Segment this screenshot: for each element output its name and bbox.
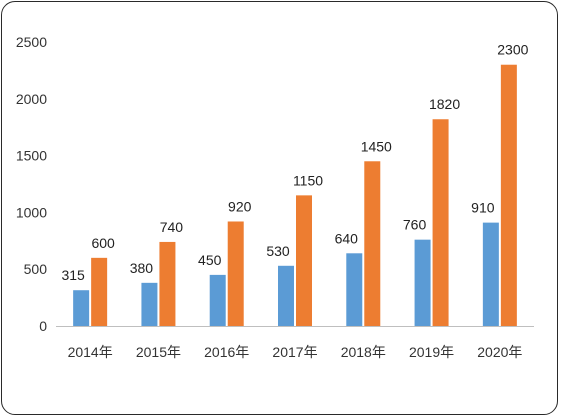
y-tick-label: 2500: [16, 34, 47, 50]
bar-series-2: [296, 195, 312, 326]
x-tick-label: 2018年: [341, 344, 386, 360]
data-label: 910: [471, 200, 495, 216]
bars: [73, 64, 517, 326]
y-tick-label: 0: [39, 318, 47, 334]
bar-series-2: [364, 161, 381, 326]
data-label: 1150: [293, 172, 323, 188]
y-tick-label: 2000: [16, 91, 47, 107]
data-label: 315: [61, 267, 85, 283]
data-label: 760: [403, 217, 427, 233]
x-tick-label: 2014年: [68, 344, 113, 360]
x-tick-label: 2016年: [204, 344, 249, 360]
data-label: 920: [228, 198, 252, 214]
bar-series-1: [73, 290, 90, 326]
data-label: 1820: [429, 96, 460, 112]
x-axis: 2014年 2015年 2016年 2017年 2018年 2019年 2020年: [68, 344, 523, 360]
bar-series-2: [432, 119, 449, 326]
bar-series-1: [141, 282, 158, 326]
bar-series-2: [227, 221, 244, 326]
data-labels: 315 600 380 740 450 920 530 1150 640 1450 760 1820 9…: [61, 42, 528, 283]
y-tick-label: 1000: [16, 204, 47, 220]
y-tick-label: 1500: [16, 148, 47, 164]
x-tick-label: 2017年: [272, 344, 317, 360]
data-label: 740: [160, 219, 184, 235]
data-label: 450: [198, 252, 222, 268]
data-label: 1450: [361, 138, 392, 154]
x-tick-label: 2020年: [477, 344, 522, 360]
data-label: 380: [130, 260, 154, 276]
bar-series-2: [91, 257, 108, 326]
y-tick-label: 500: [24, 261, 48, 277]
data-label: 600: [91, 235, 115, 251]
bar-series-1: [414, 239, 431, 326]
x-tick-label: 2019年: [409, 344, 454, 360]
data-label: 2300: [497, 42, 528, 58]
data-label: 640: [335, 230, 359, 246]
data-label: 530: [266, 243, 290, 259]
y-axis: 0 500 1000 1500 2000 2500: [16, 34, 47, 334]
chart-frame: [1, 1, 558, 415]
bar-series-2: [159, 241, 176, 326]
bar-series-1: [346, 253, 363, 326]
bar-series-1: [482, 222, 499, 326]
bar-series-1: [209, 274, 226, 326]
bar-series-1: [278, 265, 294, 326]
bar-series-2: [500, 64, 517, 326]
x-tick-label: 2015年: [136, 344, 181, 360]
